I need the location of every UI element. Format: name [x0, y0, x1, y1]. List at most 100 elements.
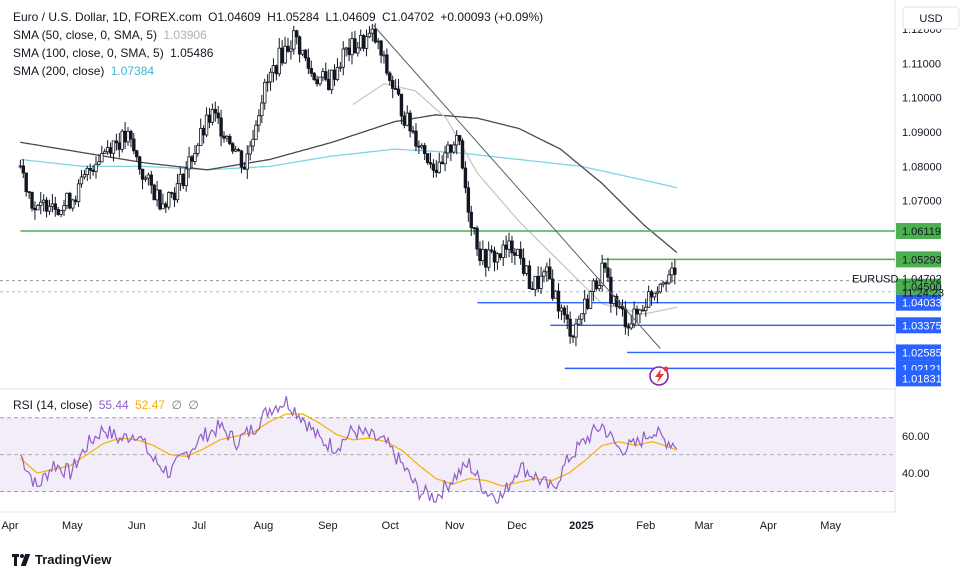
- sma200-value: 1.07384: [110, 64, 155, 78]
- candle-body: [568, 318, 572, 337]
- candle-body: [632, 308, 636, 325]
- candle-body: [597, 285, 601, 290]
- candle-body: [210, 108, 215, 123]
- candle-body: [364, 36, 369, 49]
- currency-button[interactable]: USD: [902, 6, 960, 30]
- tradingview-logo[interactable]: TradingView: [12, 552, 111, 567]
- candle-body: [478, 248, 482, 262]
- candle-body: [516, 248, 520, 256]
- candle-body: [585, 298, 590, 309]
- candle-body: [350, 38, 354, 56]
- candle-body: [44, 199, 49, 212]
- candle-body: [120, 130, 124, 150]
- candle-body: [548, 266, 552, 280]
- candle-body: [582, 298, 587, 315]
- time-axis-label: Oct: [382, 520, 399, 532]
- candle-body: [344, 47, 348, 50]
- price-tag-1.04500: [896, 278, 941, 295]
- rsi-extra-2: ∅: [188, 398, 199, 412]
- candle-body: [73, 199, 78, 203]
- candle-body: [466, 187, 471, 213]
- candle-body: [443, 152, 447, 165]
- candle-body: [428, 162, 433, 165]
- candle-body: [71, 199, 75, 209]
- price-axis-label: 1.09000: [902, 127, 942, 139]
- candle-body: [88, 167, 92, 171]
- sma100-line: [20, 114, 678, 254]
- candle-body: [457, 135, 462, 142]
- candle-body: [393, 88, 398, 90]
- candle-body: [341, 48, 345, 68]
- candle-body: [126, 130, 130, 143]
- candle-body: [242, 166, 247, 170]
- candle-body: [327, 78, 331, 91]
- candle-body: [356, 47, 360, 54]
- candle-body: [454, 135, 459, 146]
- candle-body: [399, 93, 404, 117]
- candle-body: [207, 114, 212, 123]
- candle-body: [263, 81, 267, 104]
- candle-body: [591, 280, 596, 292]
- sma50-value: 1.03906: [163, 28, 207, 42]
- rsi-legend[interactable]: RSI (14, close) 55.44 52.47 ∅ ∅: [13, 398, 202, 412]
- alert-icon[interactable]: [649, 366, 669, 386]
- sma50-legend[interactable]: SMA (50, close, 0, SMA, 5) 1.03906: [13, 28, 210, 42]
- descending-trendline: [373, 25, 661, 349]
- candle-body: [175, 183, 180, 201]
- candle-body: [59, 210, 63, 215]
- candle-body: [449, 144, 453, 153]
- candle-body: [664, 282, 668, 285]
- price-tags: 1.06119 1.05293 1.04500 1.04033 1.03375 1.025…: [852, 222, 944, 387]
- price-tag-label: 1.01831: [902, 373, 942, 385]
- candle-body: [475, 227, 479, 250]
- candles: [18, 23, 677, 347]
- trendline[interactable]: [373, 25, 661, 349]
- time-axis-label: May: [820, 520, 841, 532]
- candle-body: [376, 40, 380, 43]
- candle-body: [184, 168, 188, 187]
- candle-body: [513, 252, 517, 256]
- candle-body: [414, 130, 418, 147]
- candle-body: [635, 308, 639, 315]
- price-tag-label: 1.04500: [902, 282, 942, 294]
- price-tag-1.02585: [896, 344, 941, 361]
- price-tag-1.06119: [896, 222, 941, 239]
- candle-body: [213, 108, 217, 114]
- candle-body: [562, 307, 567, 316]
- candle-body: [658, 283, 663, 293]
- candle-body: [152, 184, 156, 201]
- candle-body: [190, 156, 194, 162]
- candle-body: [379, 40, 383, 56]
- sma200-legend[interactable]: SMA (200, close) 1.07384: [13, 64, 157, 78]
- candle-body: [129, 130, 133, 140]
- symbol-legend[interactable]: Euro / U.S. Dollar, 1D, FOREX.com O1.046…: [13, 10, 546, 24]
- candle-body: [422, 145, 427, 155]
- time-axis-label: Mar: [694, 520, 713, 532]
- ohlc-high-label: H: [267, 10, 276, 24]
- candle-body: [603, 262, 607, 269]
- horizontal-levels[interactable]: [0, 230, 895, 370]
- candle-body: [609, 276, 613, 304]
- rsi-indicator: 60.00 40.00: [0, 396, 930, 504]
- candle-body: [196, 145, 200, 154]
- candle-body: [105, 147, 110, 153]
- candle-body: [91, 169, 95, 172]
- candle-body: [76, 183, 81, 203]
- candle-body: [24, 172, 28, 192]
- current-price-label: 1.04702: [902, 274, 942, 286]
- candle-body: [41, 199, 46, 203]
- candle-body: [402, 115, 407, 126]
- main-pane[interactable]: [0, 0, 895, 388]
- candle-body: [431, 163, 436, 171]
- candle-body: [388, 72, 392, 81]
- candle-body: [27, 191, 31, 193]
- time-axis-label: Apr: [1, 520, 18, 532]
- candle-body: [565, 314, 569, 320]
- candle-body: [588, 291, 593, 309]
- candle-body: [670, 267, 674, 276]
- sma100-legend[interactable]: SMA (100, close, 0, SMA, 5) 1.05486: [13, 46, 216, 60]
- time-axis-label: Apr: [760, 520, 777, 532]
- candle-body: [655, 291, 660, 294]
- candle-body: [385, 54, 389, 74]
